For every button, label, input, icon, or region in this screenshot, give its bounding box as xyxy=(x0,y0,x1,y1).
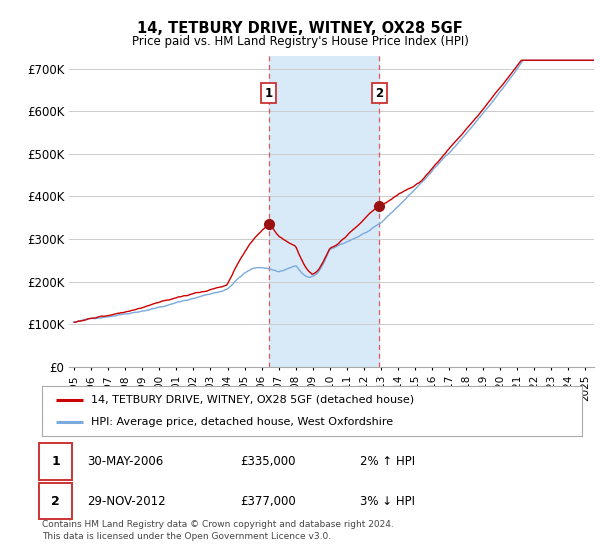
Text: £335,000: £335,000 xyxy=(240,455,296,468)
Text: 2% ↑ HPI: 2% ↑ HPI xyxy=(360,455,415,468)
Text: Contains HM Land Registry data © Crown copyright and database right 2024.: Contains HM Land Registry data © Crown c… xyxy=(42,520,394,529)
Text: 2: 2 xyxy=(376,87,383,100)
Bar xyxy=(269,56,379,367)
Text: 1: 1 xyxy=(265,87,272,100)
Text: Price paid vs. HM Land Registry's House Price Index (HPI): Price paid vs. HM Land Registry's House … xyxy=(131,35,469,48)
Text: 2: 2 xyxy=(51,494,60,507)
Text: 14, TETBURY DRIVE, WITNEY, OX28 5GF (detached house): 14, TETBURY DRIVE, WITNEY, OX28 5GF (det… xyxy=(91,395,414,405)
Text: HPI: Average price, detached house, West Oxfordshire: HPI: Average price, detached house, West… xyxy=(91,417,393,427)
Text: 1: 1 xyxy=(51,455,60,468)
Text: £377,000: £377,000 xyxy=(240,494,296,507)
Text: This data is licensed under the Open Government Licence v3.0.: This data is licensed under the Open Gov… xyxy=(42,532,331,541)
Text: 30-MAY-2006: 30-MAY-2006 xyxy=(87,455,163,468)
Text: 14, TETBURY DRIVE, WITNEY, OX28 5GF: 14, TETBURY DRIVE, WITNEY, OX28 5GF xyxy=(137,21,463,36)
Text: 3% ↓ HPI: 3% ↓ HPI xyxy=(360,494,415,507)
Text: 29-NOV-2012: 29-NOV-2012 xyxy=(87,494,166,507)
